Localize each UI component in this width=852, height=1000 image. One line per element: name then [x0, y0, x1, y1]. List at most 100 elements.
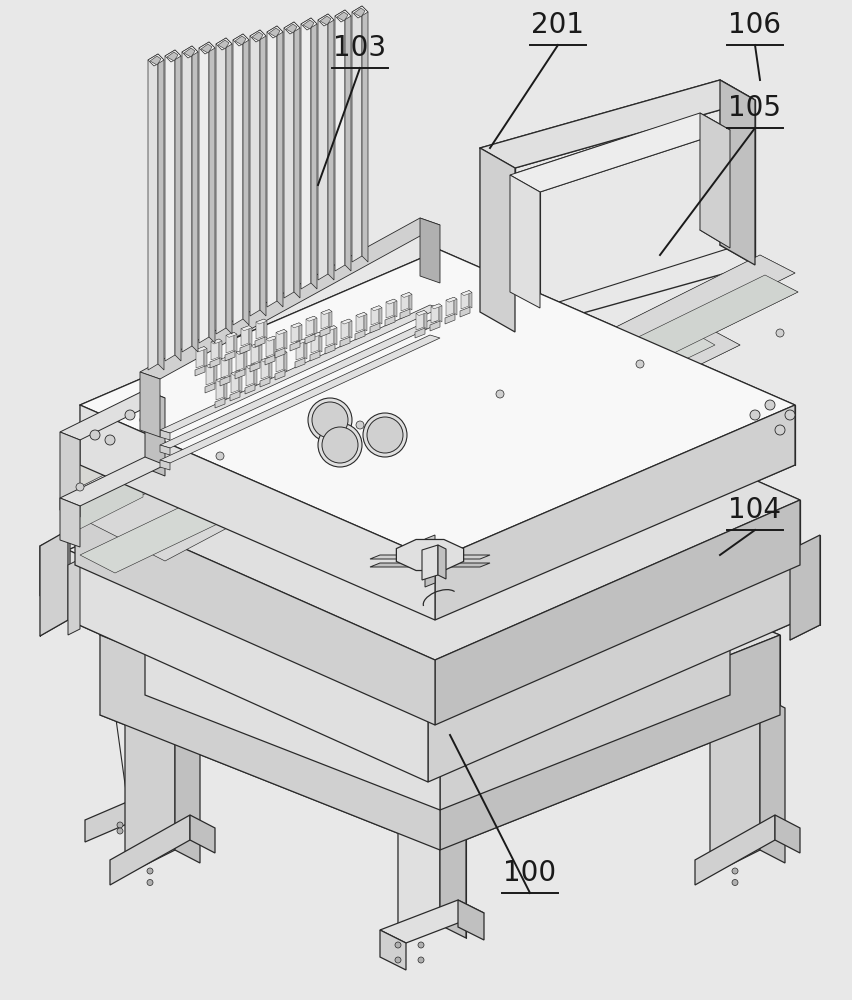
Polygon shape: [429, 305, 740, 460]
Polygon shape: [233, 34, 249, 46]
Polygon shape: [216, 38, 226, 334]
Polygon shape: [509, 175, 539, 308]
Polygon shape: [299, 323, 302, 342]
Polygon shape: [437, 545, 446, 579]
Polygon shape: [694, 815, 774, 885]
Circle shape: [731, 868, 737, 874]
Polygon shape: [164, 50, 175, 361]
Polygon shape: [759, 695, 784, 863]
Polygon shape: [439, 304, 441, 322]
Polygon shape: [335, 10, 350, 22]
Polygon shape: [709, 695, 759, 875]
Polygon shape: [234, 369, 245, 379]
Polygon shape: [160, 430, 170, 440]
Polygon shape: [341, 319, 348, 339]
Polygon shape: [423, 310, 427, 329]
Polygon shape: [266, 336, 277, 341]
Polygon shape: [284, 350, 286, 371]
Polygon shape: [196, 347, 207, 352]
Circle shape: [774, 425, 784, 435]
Polygon shape: [181, 46, 198, 58]
Polygon shape: [145, 390, 164, 476]
Polygon shape: [204, 347, 207, 367]
Polygon shape: [245, 364, 256, 369]
Polygon shape: [210, 339, 219, 360]
Polygon shape: [386, 299, 396, 304]
Polygon shape: [361, 6, 367, 262]
Text: 201: 201: [531, 11, 584, 39]
Polygon shape: [419, 218, 440, 283]
Polygon shape: [370, 555, 489, 559]
Polygon shape: [335, 10, 344, 271]
Circle shape: [147, 880, 153, 886]
Circle shape: [117, 822, 123, 828]
Circle shape: [363, 413, 406, 457]
Polygon shape: [400, 292, 412, 297]
Polygon shape: [379, 900, 483, 943]
Polygon shape: [190, 815, 215, 853]
Polygon shape: [267, 26, 277, 307]
Polygon shape: [148, 54, 158, 370]
Polygon shape: [267, 26, 283, 38]
Polygon shape: [440, 635, 729, 810]
Circle shape: [318, 423, 361, 467]
Polygon shape: [276, 350, 284, 372]
Polygon shape: [284, 330, 286, 349]
Polygon shape: [284, 22, 300, 34]
Polygon shape: [255, 337, 265, 347]
Polygon shape: [145, 515, 729, 755]
Polygon shape: [276, 330, 286, 334]
Polygon shape: [384, 316, 394, 326]
Polygon shape: [40, 530, 70, 596]
Polygon shape: [303, 339, 307, 359]
Polygon shape: [408, 292, 412, 310]
Circle shape: [140, 415, 150, 425]
Polygon shape: [40, 530, 68, 636]
Polygon shape: [192, 46, 198, 352]
Polygon shape: [254, 364, 256, 385]
Polygon shape: [400, 325, 714, 480]
Polygon shape: [140, 372, 160, 437]
Polygon shape: [311, 332, 319, 353]
Polygon shape: [226, 332, 237, 337]
Polygon shape: [337, 12, 348, 21]
Polygon shape: [277, 26, 283, 307]
Polygon shape: [256, 319, 263, 339]
Polygon shape: [429, 321, 440, 331]
Polygon shape: [231, 370, 242, 375]
Polygon shape: [68, 550, 428, 782]
Polygon shape: [164, 50, 181, 62]
Polygon shape: [80, 250, 794, 560]
Polygon shape: [260, 377, 270, 387]
Polygon shape: [276, 350, 286, 355]
Polygon shape: [80, 405, 435, 620]
Polygon shape: [236, 349, 244, 371]
Polygon shape: [214, 363, 216, 384]
Polygon shape: [430, 304, 441, 309]
Polygon shape: [206, 363, 214, 385]
Polygon shape: [301, 18, 317, 30]
Polygon shape: [259, 343, 262, 363]
Polygon shape: [68, 388, 799, 712]
Polygon shape: [221, 356, 232, 361]
Polygon shape: [341, 319, 352, 324]
Polygon shape: [329, 310, 331, 328]
Text: 105: 105: [728, 94, 780, 122]
Polygon shape: [364, 312, 366, 331]
Polygon shape: [284, 22, 294, 298]
Circle shape: [749, 410, 759, 420]
Polygon shape: [249, 326, 251, 345]
Polygon shape: [60, 498, 80, 547]
Polygon shape: [265, 355, 274, 365]
Polygon shape: [155, 790, 180, 825]
Polygon shape: [440, 737, 465, 938]
Text: 100: 100: [503, 859, 556, 887]
Polygon shape: [206, 363, 216, 368]
Circle shape: [417, 957, 423, 963]
Polygon shape: [400, 309, 410, 319]
Polygon shape: [228, 356, 232, 377]
Polygon shape: [430, 304, 439, 323]
Polygon shape: [251, 32, 262, 41]
Polygon shape: [291, 323, 302, 328]
Polygon shape: [160, 320, 440, 448]
